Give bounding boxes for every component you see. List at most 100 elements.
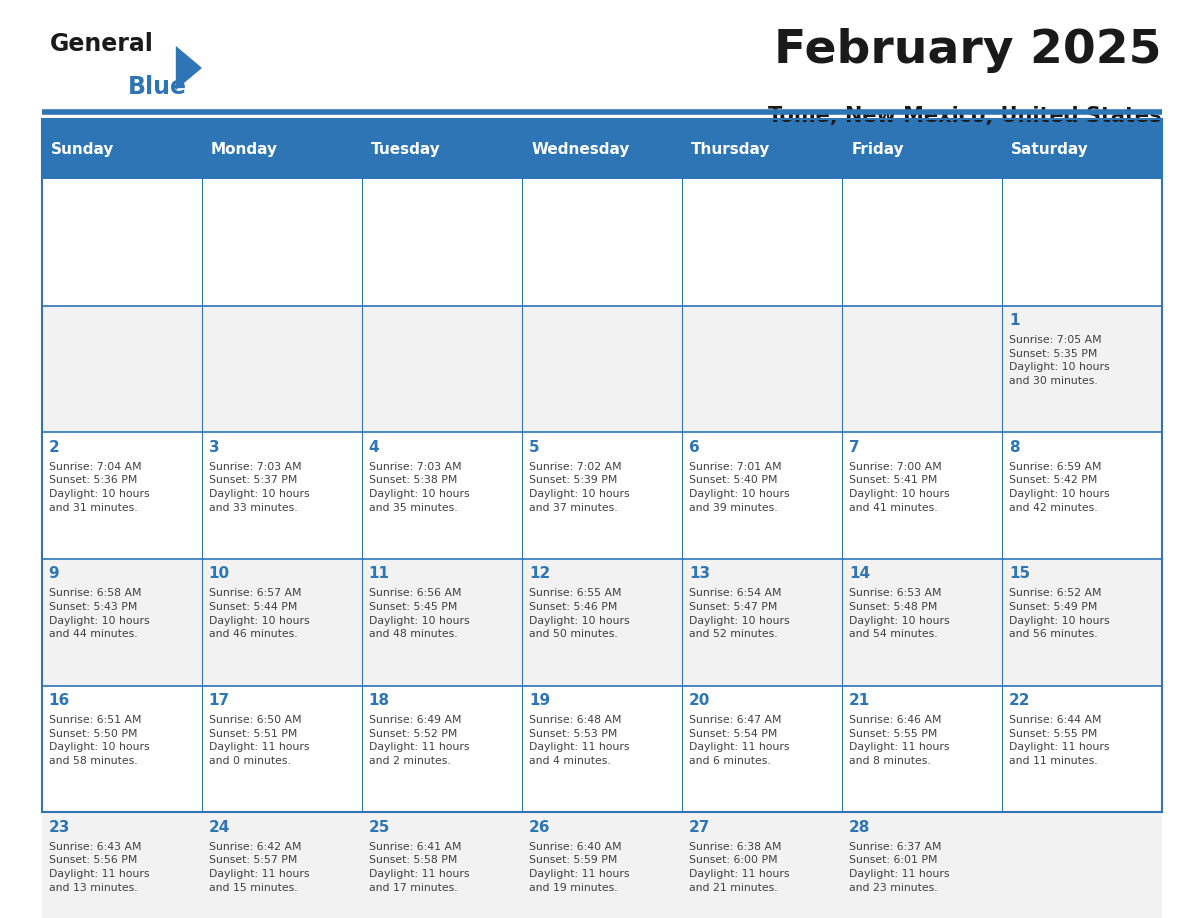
Text: 5: 5: [529, 440, 539, 454]
Text: 19: 19: [529, 693, 550, 708]
Bar: [1001, 686, 1162, 812]
Text: Sunrise: 6:46 AM
Sunset: 5:55 PM
Daylight: 11 hours
and 8 minutes.: Sunrise: 6:46 AM Sunset: 5:55 PM Dayligh…: [849, 715, 949, 766]
Text: Blue: Blue: [128, 75, 188, 99]
Text: 8: 8: [1009, 440, 1019, 454]
Bar: [682, 812, 842, 918]
Bar: [842, 812, 1001, 918]
Text: 12: 12: [529, 566, 550, 581]
Bar: [202, 559, 361, 686]
Text: 25: 25: [368, 820, 390, 834]
Bar: [1001, 812, 1162, 918]
Text: Sunrise: 7:04 AM
Sunset: 5:36 PM
Daylight: 10 hours
and 31 minutes.: Sunrise: 7:04 AM Sunset: 5:36 PM Dayligh…: [49, 462, 150, 512]
Bar: [1001, 119, 1162, 179]
Bar: [361, 686, 522, 812]
Text: Sunrise: 6:55 AM
Sunset: 5:46 PM
Daylight: 10 hours
and 50 minutes.: Sunrise: 6:55 AM Sunset: 5:46 PM Dayligh…: [529, 588, 630, 639]
Bar: [522, 119, 682, 179]
Text: 13: 13: [689, 566, 710, 581]
Bar: [842, 306, 1001, 432]
Text: 21: 21: [849, 693, 870, 708]
Bar: [522, 432, 682, 559]
Polygon shape: [176, 46, 202, 90]
Bar: [361, 432, 522, 559]
Text: Sunrise: 6:52 AM
Sunset: 5:49 PM
Daylight: 10 hours
and 56 minutes.: Sunrise: 6:52 AM Sunset: 5:49 PM Dayligh…: [1009, 588, 1110, 639]
Text: Sunrise: 7:05 AM
Sunset: 5:35 PM
Daylight: 10 hours
and 30 minutes.: Sunrise: 7:05 AM Sunset: 5:35 PM Dayligh…: [1009, 335, 1110, 386]
Text: Tuesday: Tuesday: [371, 141, 441, 157]
Text: 3: 3: [209, 440, 220, 454]
Bar: [842, 559, 1001, 686]
Text: 26: 26: [529, 820, 550, 834]
Text: 10: 10: [209, 566, 229, 581]
Text: 9: 9: [49, 566, 59, 581]
Text: 6: 6: [689, 440, 700, 454]
Bar: [682, 432, 842, 559]
Text: Monday: Monday: [211, 141, 278, 157]
Text: Sunrise: 6:59 AM
Sunset: 5:42 PM
Daylight: 10 hours
and 42 minutes.: Sunrise: 6:59 AM Sunset: 5:42 PM Dayligh…: [1009, 462, 1110, 512]
Text: Sunrise: 6:58 AM
Sunset: 5:43 PM
Daylight: 10 hours
and 44 minutes.: Sunrise: 6:58 AM Sunset: 5:43 PM Dayligh…: [49, 588, 150, 639]
Text: Friday: Friday: [852, 141, 904, 157]
Text: 7: 7: [849, 440, 860, 454]
Text: Sunday: Sunday: [51, 141, 114, 157]
Text: Thursday: Thursday: [691, 141, 771, 157]
Bar: [42, 812, 202, 918]
Text: 14: 14: [849, 566, 870, 581]
Text: 4: 4: [368, 440, 379, 454]
Bar: [842, 686, 1001, 812]
Bar: [361, 559, 522, 686]
Text: Sunrise: 6:51 AM
Sunset: 5:50 PM
Daylight: 10 hours
and 58 minutes.: Sunrise: 6:51 AM Sunset: 5:50 PM Dayligh…: [49, 715, 150, 766]
Text: 11: 11: [368, 566, 390, 581]
Bar: [42, 686, 202, 812]
Text: Sunrise: 6:54 AM
Sunset: 5:47 PM
Daylight: 10 hours
and 52 minutes.: Sunrise: 6:54 AM Sunset: 5:47 PM Dayligh…: [689, 588, 790, 639]
Bar: [42, 119, 1162, 812]
Text: Sunrise: 7:01 AM
Sunset: 5:40 PM
Daylight: 10 hours
and 39 minutes.: Sunrise: 7:01 AM Sunset: 5:40 PM Dayligh…: [689, 462, 790, 512]
Bar: [202, 812, 361, 918]
Text: Sunrise: 6:49 AM
Sunset: 5:52 PM
Daylight: 11 hours
and 2 minutes.: Sunrise: 6:49 AM Sunset: 5:52 PM Dayligh…: [368, 715, 469, 766]
Bar: [682, 559, 842, 686]
Text: Sunrise: 7:03 AM
Sunset: 5:37 PM
Daylight: 10 hours
and 33 minutes.: Sunrise: 7:03 AM Sunset: 5:37 PM Dayligh…: [209, 462, 309, 512]
Text: 24: 24: [209, 820, 230, 834]
Text: Sunrise: 6:37 AM
Sunset: 6:01 PM
Daylight: 11 hours
and 23 minutes.: Sunrise: 6:37 AM Sunset: 6:01 PM Dayligh…: [849, 842, 949, 892]
Text: Sunrise: 6:44 AM
Sunset: 5:55 PM
Daylight: 11 hours
and 11 minutes.: Sunrise: 6:44 AM Sunset: 5:55 PM Dayligh…: [1009, 715, 1110, 766]
Text: General: General: [50, 32, 153, 56]
Bar: [682, 306, 842, 432]
Text: Wednesday: Wednesday: [531, 141, 630, 157]
Text: Sunrise: 6:50 AM
Sunset: 5:51 PM
Daylight: 11 hours
and 0 minutes.: Sunrise: 6:50 AM Sunset: 5:51 PM Dayligh…: [209, 715, 309, 766]
Bar: [361, 119, 522, 179]
Text: Sunrise: 7:00 AM
Sunset: 5:41 PM
Daylight: 10 hours
and 41 minutes.: Sunrise: 7:00 AM Sunset: 5:41 PM Dayligh…: [849, 462, 949, 512]
Bar: [682, 119, 842, 179]
Text: Sunrise: 6:47 AM
Sunset: 5:54 PM
Daylight: 11 hours
and 6 minutes.: Sunrise: 6:47 AM Sunset: 5:54 PM Dayligh…: [689, 715, 789, 766]
Text: Tome, New Mexico, United States: Tome, New Mexico, United States: [769, 106, 1162, 126]
Bar: [42, 432, 202, 559]
Text: 20: 20: [689, 693, 710, 708]
Bar: [202, 432, 361, 559]
Text: Sunrise: 6:57 AM
Sunset: 5:44 PM
Daylight: 10 hours
and 46 minutes.: Sunrise: 6:57 AM Sunset: 5:44 PM Dayligh…: [209, 588, 309, 639]
Text: 22: 22: [1009, 693, 1030, 708]
Text: February 2025: February 2025: [775, 28, 1162, 73]
Text: Sunrise: 6:42 AM
Sunset: 5:57 PM
Daylight: 11 hours
and 15 minutes.: Sunrise: 6:42 AM Sunset: 5:57 PM Dayligh…: [209, 842, 309, 892]
Bar: [42, 559, 202, 686]
Text: Sunrise: 6:43 AM
Sunset: 5:56 PM
Daylight: 11 hours
and 13 minutes.: Sunrise: 6:43 AM Sunset: 5:56 PM Dayligh…: [49, 842, 150, 892]
Text: 17: 17: [209, 693, 229, 708]
Text: 1: 1: [1009, 313, 1019, 328]
Text: Sunrise: 6:41 AM
Sunset: 5:58 PM
Daylight: 11 hours
and 17 minutes.: Sunrise: 6:41 AM Sunset: 5:58 PM Dayligh…: [368, 842, 469, 892]
Bar: [522, 559, 682, 686]
Text: 15: 15: [1009, 566, 1030, 581]
Bar: [682, 686, 842, 812]
Bar: [202, 119, 361, 179]
Text: 28: 28: [849, 820, 871, 834]
Text: Sunrise: 6:40 AM
Sunset: 5:59 PM
Daylight: 11 hours
and 19 minutes.: Sunrise: 6:40 AM Sunset: 5:59 PM Dayligh…: [529, 842, 630, 892]
Bar: [1001, 559, 1162, 686]
Bar: [361, 812, 522, 918]
Bar: [42, 306, 202, 432]
Bar: [842, 119, 1001, 179]
Bar: [361, 306, 522, 432]
Bar: [842, 432, 1001, 559]
Text: Sunrise: 6:56 AM
Sunset: 5:45 PM
Daylight: 10 hours
and 48 minutes.: Sunrise: 6:56 AM Sunset: 5:45 PM Dayligh…: [368, 588, 469, 639]
Text: Sunrise: 7:03 AM
Sunset: 5:38 PM
Daylight: 10 hours
and 35 minutes.: Sunrise: 7:03 AM Sunset: 5:38 PM Dayligh…: [368, 462, 469, 512]
Bar: [522, 686, 682, 812]
Text: Saturday: Saturday: [1011, 141, 1089, 157]
Bar: [1001, 432, 1162, 559]
Text: Sunrise: 7:02 AM
Sunset: 5:39 PM
Daylight: 10 hours
and 37 minutes.: Sunrise: 7:02 AM Sunset: 5:39 PM Dayligh…: [529, 462, 630, 512]
Bar: [522, 306, 682, 432]
Text: 23: 23: [49, 820, 70, 834]
Text: Sunrise: 6:53 AM
Sunset: 5:48 PM
Daylight: 10 hours
and 54 minutes.: Sunrise: 6:53 AM Sunset: 5:48 PM Dayligh…: [849, 588, 949, 639]
